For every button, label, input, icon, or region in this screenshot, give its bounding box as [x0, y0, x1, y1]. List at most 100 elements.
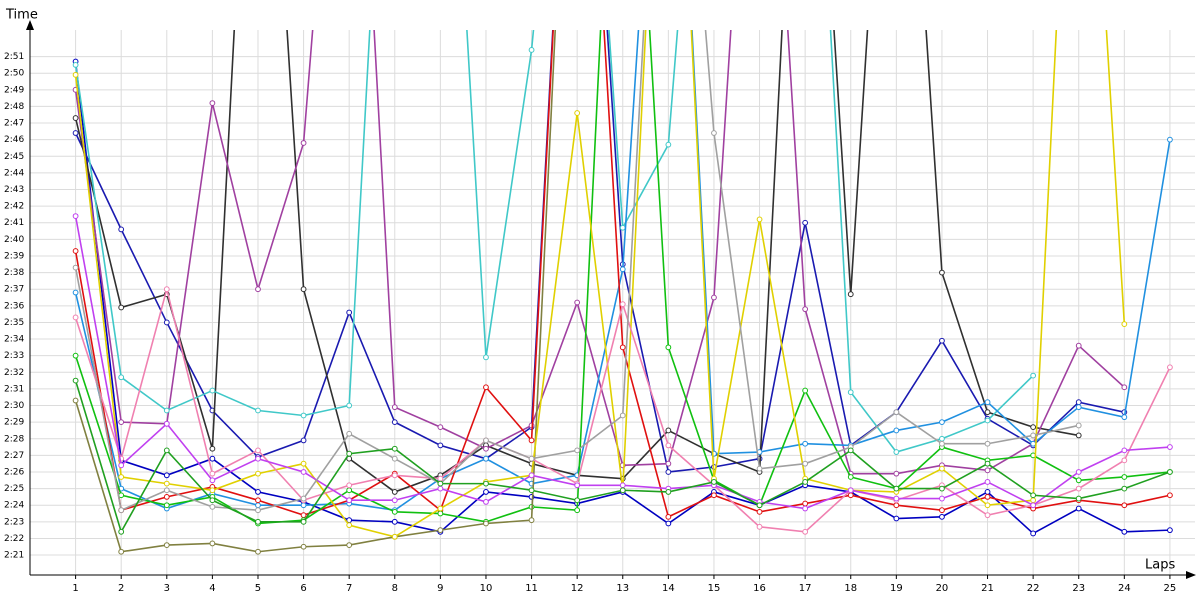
point: [1075, 485, 1082, 492]
point: [72, 248, 79, 254]
point: [802, 219, 809, 226]
point: [209, 497, 216, 504]
point: [118, 492, 125, 499]
x-tick-label: 11: [525, 583, 538, 594]
x-tick-label: 21: [981, 583, 994, 594]
point: [72, 115, 79, 121]
point: [847, 474, 854, 480]
point: [939, 465, 945, 472]
point: [1075, 477, 1082, 484]
point: [619, 344, 626, 351]
x-tick-label: 10: [480, 583, 493, 594]
point: [1030, 530, 1037, 537]
point: [437, 485, 444, 492]
point: [665, 442, 672, 449]
point: [72, 61, 79, 68]
point: [1121, 384, 1128, 391]
y-tick-label: 2:45: [4, 152, 24, 162]
point: [984, 467, 991, 474]
point: [665, 489, 672, 495]
point: [346, 309, 353, 316]
x-tick-label: 22: [1027, 583, 1040, 594]
point: [255, 407, 261, 414]
y-tick-label: 2:46: [4, 135, 24, 145]
point: [619, 412, 626, 419]
point: [118, 528, 125, 535]
point: [437, 475, 444, 482]
point: [437, 480, 444, 487]
point: [1121, 414, 1128, 421]
y-tick-label: 2:26: [4, 467, 24, 477]
y-tick-label: 2:35: [4, 318, 24, 328]
point: [893, 427, 900, 434]
series-line: [74, 30, 1126, 538]
y-tick-label: 2:41: [4, 218, 24, 228]
x-tick-label: 16: [753, 583, 766, 594]
x-tick-label: 23: [1072, 583, 1085, 594]
point: [574, 447, 581, 454]
y-tick-label: 2:47: [4, 119, 24, 129]
point: [346, 497, 353, 504]
point: [711, 294, 717, 301]
series-line: [74, 30, 1125, 475]
point: [255, 507, 261, 514]
point: [1167, 444, 1173, 450]
point: [391, 518, 398, 525]
point: [619, 266, 626, 273]
y-tick-label: 2:22: [4, 534, 24, 544]
y-axis-title: Time: [5, 8, 38, 23]
point: [711, 130, 717, 136]
point: [118, 548, 125, 555]
point: [483, 520, 489, 527]
x-tick-label: 3: [164, 583, 170, 594]
point: [574, 507, 581, 514]
x-tick-label: 15: [708, 583, 721, 594]
y-tick-label: 2:48: [4, 102, 24, 112]
point: [1030, 432, 1037, 439]
point: [300, 512, 307, 519]
point: [1121, 528, 1128, 535]
point: [72, 314, 79, 321]
x-tick-label: 2: [118, 583, 124, 594]
x-tick-label: 19: [890, 583, 903, 594]
y-tick-label: 2:50: [4, 69, 24, 79]
x-tick-label: 25: [1164, 583, 1177, 594]
x-tick-label: 1: [72, 583, 78, 594]
point: [665, 513, 672, 520]
point: [756, 216, 763, 223]
point: [163, 319, 170, 326]
point: [346, 402, 353, 409]
point: [984, 502, 991, 509]
y-tick-label: 2:44: [4, 168, 24, 178]
point: [1030, 497, 1037, 504]
point: [391, 489, 398, 495]
point: [1121, 321, 1128, 328]
point: [483, 445, 489, 452]
point: [802, 440, 809, 447]
point: [437, 442, 444, 449]
point: [1075, 469, 1082, 475]
point: [391, 533, 398, 540]
point: [255, 489, 261, 495]
point: [893, 485, 900, 492]
point: [1121, 457, 1128, 464]
point: [1075, 399, 1082, 406]
y-tick-label: 2:43: [4, 185, 24, 195]
point: [756, 523, 763, 530]
point: [802, 387, 809, 394]
point: [391, 445, 398, 452]
point: [209, 387, 216, 394]
point: [1121, 474, 1128, 480]
point: [711, 492, 717, 499]
point: [939, 513, 945, 520]
point: [574, 497, 581, 504]
point: [1167, 469, 1173, 475]
point: [893, 502, 900, 509]
point: [574, 482, 581, 489]
point: [118, 507, 125, 514]
point: [1030, 502, 1037, 509]
point: [619, 224, 626, 231]
point: [300, 286, 307, 293]
point: [939, 435, 945, 442]
